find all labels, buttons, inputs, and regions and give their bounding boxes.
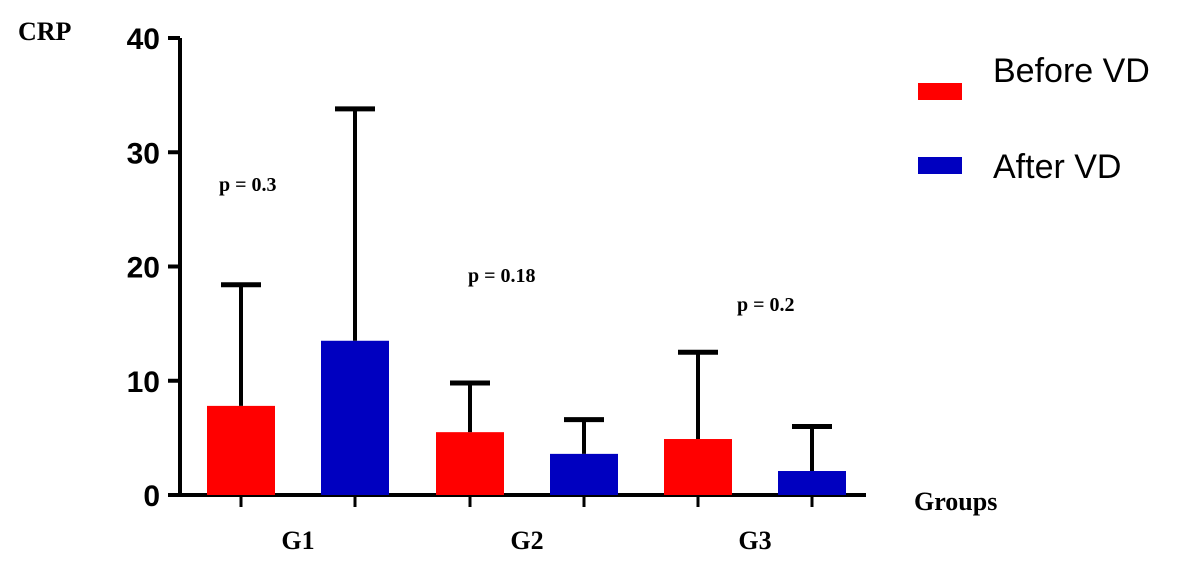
legend-swatch-after-vd [918, 157, 962, 174]
bar [550, 453, 618, 495]
legend-swatch-before-vd [918, 83, 962, 100]
y-axis-title: CRP [18, 17, 72, 46]
y-tick-label: 0 [143, 480, 160, 513]
p-value-annotation: p = 0.3 [219, 174, 277, 196]
legend-label-before-vd: Before VD [993, 52, 1150, 90]
p-value-annotation: p = 0.18 [468, 265, 536, 287]
y-tick-label: 10 [127, 366, 160, 399]
category-label: G2 [510, 526, 543, 555]
x-axis-title: Groups [914, 487, 997, 516]
bar [778, 471, 846, 495]
category-label: G3 [738, 526, 771, 555]
y-tick-label: 20 [127, 252, 160, 285]
bar [321, 340, 389, 495]
bar [207, 405, 275, 495]
category-label: G1 [281, 526, 314, 555]
legend: Before VD After VD [918, 52, 1150, 186]
y-tick-label: 40 [127, 23, 160, 56]
bar [664, 439, 732, 495]
y-tick-label: 30 [127, 137, 160, 170]
p-value-annotation: p = 0.2 [737, 294, 795, 316]
legend-label-after-vd: After VD [993, 148, 1121, 186]
bar [436, 432, 504, 495]
